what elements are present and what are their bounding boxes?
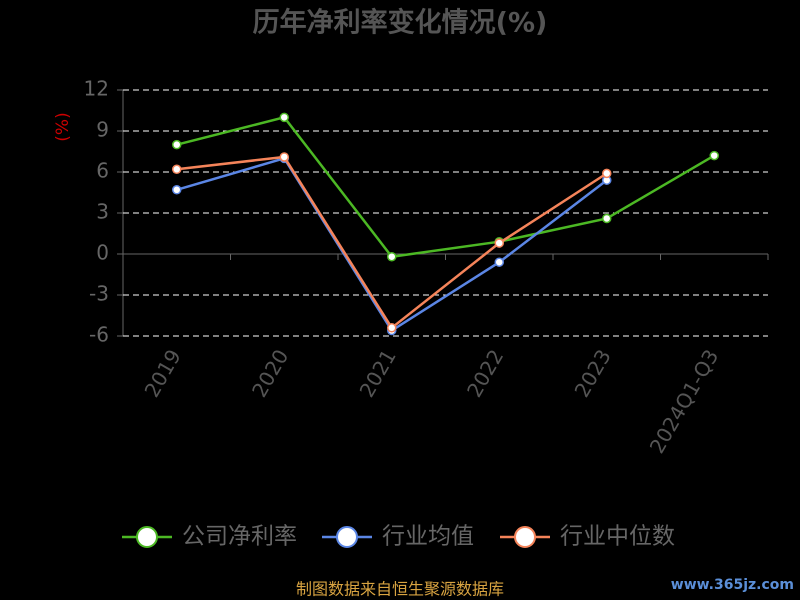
x-tick-label: 2019	[140, 345, 186, 401]
legend-marker	[514, 526, 536, 548]
y-tick-label: 3	[96, 200, 109, 224]
x-tick-label: 2023	[570, 345, 616, 401]
source-note: 制图数据来自恒生聚源数据库	[296, 580, 504, 599]
y-tick-label: -6	[89, 323, 109, 347]
series-line	[176, 155, 608, 330]
y-tick-label: 6	[96, 159, 109, 183]
chart-title: 历年净利率变化情况(%)	[253, 7, 548, 39]
y-tick-label: 0	[96, 241, 109, 265]
legend-label: 公司净利率	[182, 524, 297, 550]
data-point	[494, 238, 504, 248]
watermark: www.365jz.com	[671, 577, 794, 593]
data-point	[387, 323, 397, 333]
data-point	[172, 164, 182, 175]
y-tick-label: -3	[89, 282, 109, 306]
series-line	[176, 115, 715, 259]
y-tick-label: 9	[96, 118, 109, 142]
data-point	[602, 168, 612, 179]
data-point	[279, 152, 289, 162]
legend-marker	[136, 526, 158, 548]
legend-marker	[336, 526, 358, 548]
series-line	[176, 156, 608, 333]
x-tick-label: 2021	[355, 345, 401, 401]
data-point	[709, 150, 719, 161]
data-point	[387, 251, 397, 262]
data-point	[172, 185, 182, 195]
x-tick-label: 2022	[462, 345, 508, 401]
legend-label: 行业中位数	[560, 524, 675, 550]
data-point	[602, 213, 612, 224]
data-point	[494, 257, 504, 267]
x-tick-label: 2024Q1-Q3	[645, 345, 724, 457]
legend-label: 行业均值	[382, 524, 474, 550]
data-point	[279, 112, 289, 123]
data-point	[172, 139, 182, 150]
y-axis-label: (%)	[53, 112, 73, 141]
y-tick-label: 12	[84, 77, 109, 101]
x-tick-label: 2020	[247, 345, 293, 401]
